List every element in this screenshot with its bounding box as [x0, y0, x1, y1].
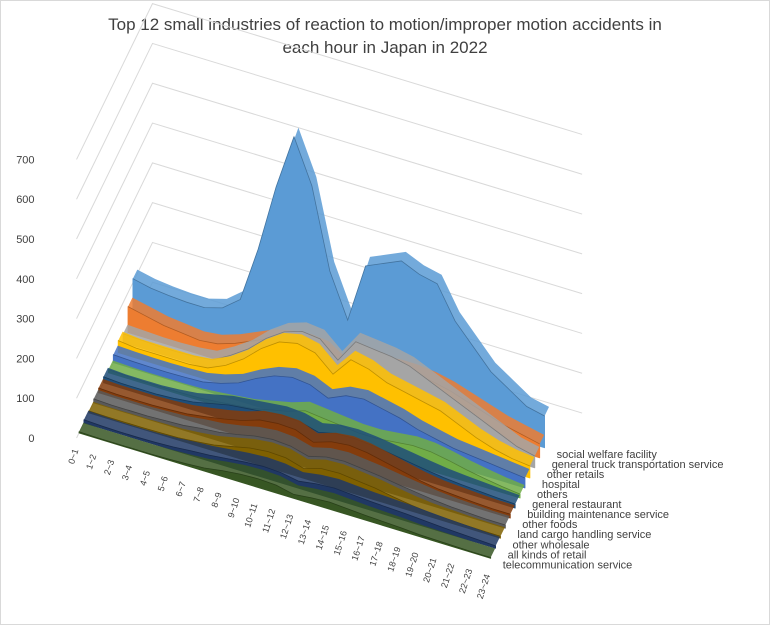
series-ribbon-5: [103, 367, 520, 505]
x-tick-label: 9~10: [226, 497, 242, 519]
x-tick-label: 15~16: [332, 529, 349, 556]
x-tick-label: 23~24: [475, 573, 492, 600]
x-tick-label: 3~4: [120, 464, 134, 482]
x-tick-label: 2~3: [102, 458, 116, 476]
series-ribbon-11: [132, 127, 550, 416]
series-ribbon-1: [83, 410, 501, 546]
y-tick-label: 700: [16, 154, 34, 166]
series-edge-5: [103, 376, 516, 505]
y-tick-label: 600: [16, 194, 34, 206]
x-tick-label: 20~21: [421, 557, 438, 584]
series-label: general truck transportation service: [552, 459, 724, 471]
x-tick-label: 13~14: [296, 518, 313, 545]
series-edge-0: [78, 431, 491, 558]
x-tick-label: 22~23: [457, 567, 474, 594]
x-tick-label: 5~6: [156, 475, 170, 493]
series-edge-11: [132, 135, 545, 417]
series-label: general restaurant: [532, 499, 621, 511]
series-ribbon-6: [108, 360, 525, 495]
x-tick-label: 8~9: [209, 491, 223, 509]
series-ribbon-0: [79, 422, 496, 558]
title-line-2: each hour in Japan in 2022: [282, 38, 488, 57]
series-ribbon-9: [123, 322, 540, 456]
series-label: telecommunication service: [503, 559, 633, 571]
x-tick-label: 10~11: [242, 502, 259, 528]
y-axis: 0 100 200 300 400 500 600 700: [16, 154, 34, 445]
x-tick-label: 4~5: [138, 469, 152, 487]
series-label: other wholesale: [513, 539, 590, 551]
x-tick-label: 17~18: [367, 540, 384, 567]
title-line-1: Top 12 small industries of reaction to m…: [108, 15, 662, 34]
series-edge-3: [93, 398, 506, 526]
y-tick-label: 100: [16, 393, 34, 405]
x-tick-label: 16~17: [350, 535, 367, 562]
series-edge-7: [113, 354, 526, 479]
y-tick-label: 0: [28, 433, 34, 445]
series-ribbon-3: [93, 389, 510, 526]
series-ribbon-7: [113, 345, 530, 479]
x-tick-label: 7~8: [192, 486, 206, 504]
x-tick-label: 21~22: [439, 562, 456, 589]
gridline: [76, 42, 583, 200]
gridline: [76, 122, 583, 280]
y-tick-label: 400: [16, 274, 34, 286]
series-areas: [78, 127, 550, 559]
gridline: [76, 82, 583, 240]
series-label: social welfare facility: [557, 449, 658, 461]
series-ribbon-8: [118, 331, 535, 467]
series-label: other foods: [522, 519, 578, 531]
y-tick-label: 300: [16, 314, 34, 326]
series-label: building maintenance service: [527, 509, 669, 521]
series-label: land cargo handling service: [517, 529, 651, 541]
x-tick-label: 0~1: [66, 448, 80, 466]
series-label: all kinds of retail: [508, 549, 587, 561]
series-edge-8: [118, 340, 531, 467]
series-label: other retails: [547, 469, 605, 481]
y-tick-label: 200: [16, 353, 34, 365]
series-ribbon-2: [88, 401, 505, 537]
x-tick-label: 14~15: [314, 524, 331, 551]
series-edge-1: [83, 419, 496, 547]
x-tick-label: 1~2: [84, 453, 98, 471]
x-tick-label: 6~7: [174, 480, 188, 498]
gridline: [76, 162, 583, 319]
x-tick-label: 19~20: [403, 551, 420, 578]
series-label: others: [537, 489, 568, 501]
chart-title: Top 12 small industries of reaction to m…: [1, 13, 769, 59]
series-edge-4: [98, 387, 511, 515]
x-tick-label: 12~13: [278, 513, 295, 540]
gridline: [76, 3, 583, 160]
x-tick-label: 18~19: [385, 546, 402, 573]
x-tick-label: 11~12: [260, 508, 277, 534]
series-ribbon-4: [98, 378, 515, 515]
y-tick-label: 500: [16, 234, 34, 246]
series-label: hospital: [542, 479, 580, 491]
